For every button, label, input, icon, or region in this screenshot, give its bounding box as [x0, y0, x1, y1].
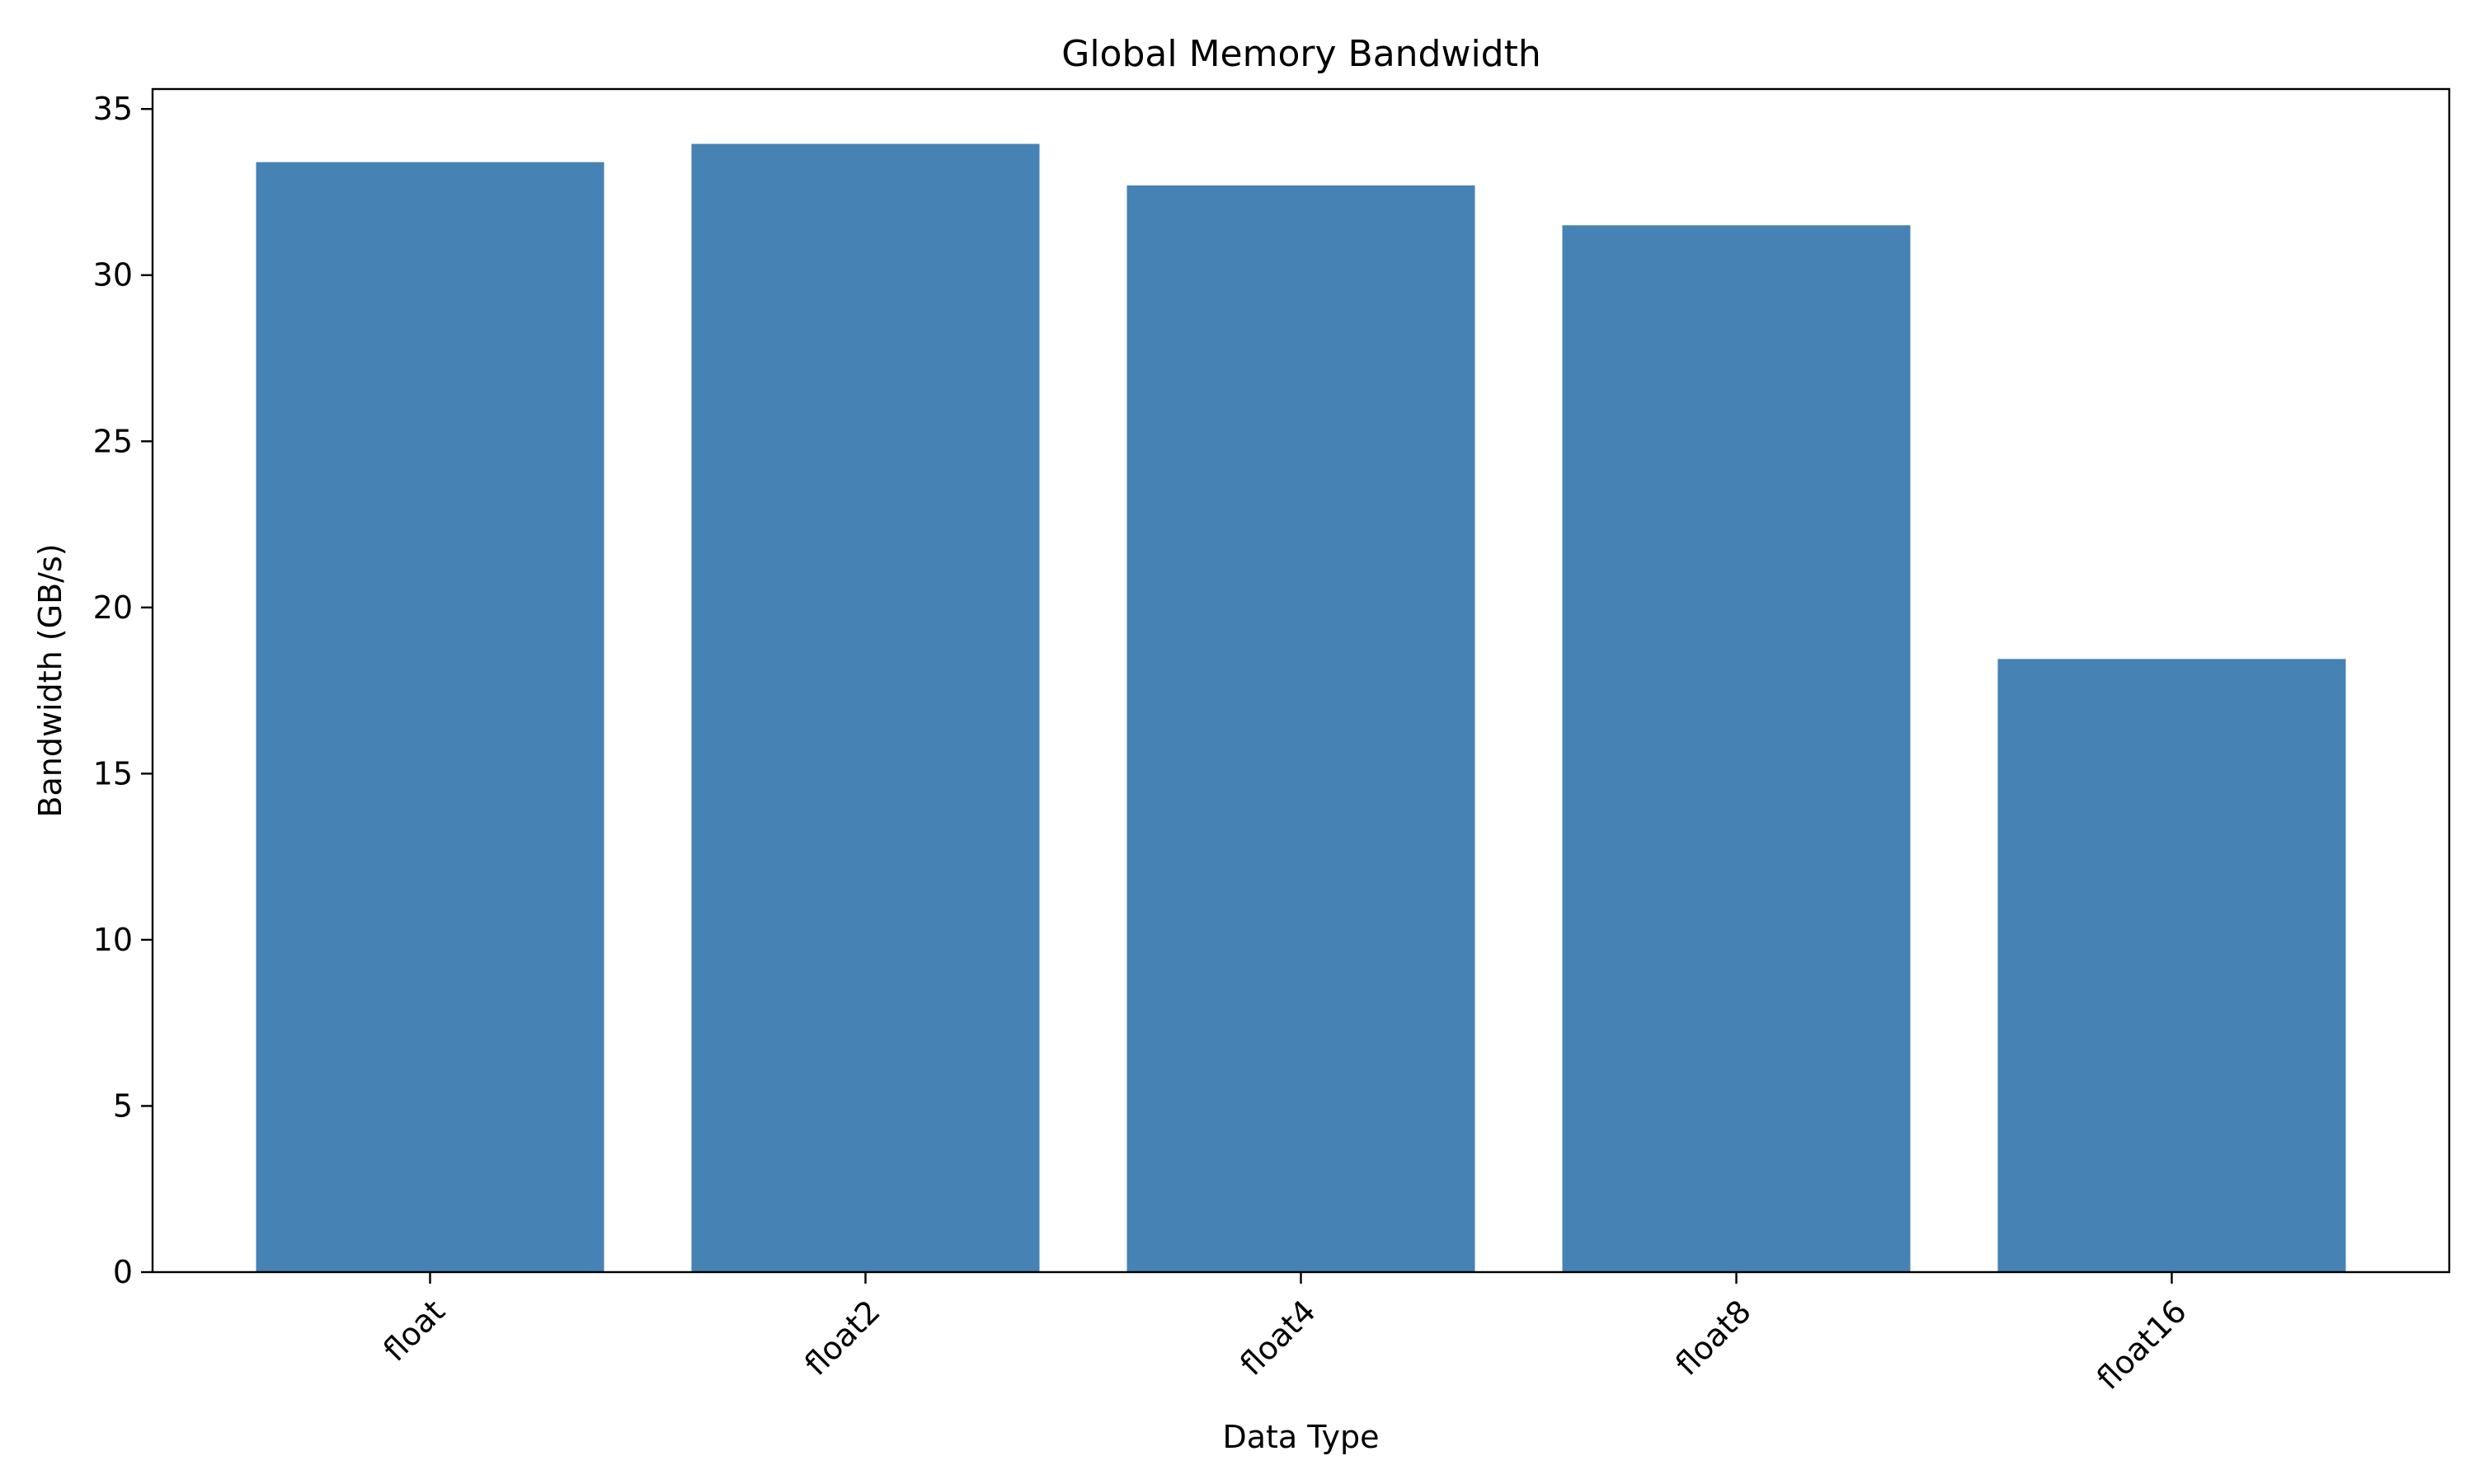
- y-tick-label: 35: [93, 91, 133, 127]
- y-axis: 0 5 10 15 20 25 30 35: [93, 91, 153, 1290]
- y-tick-label: 30: [93, 257, 133, 294]
- chart-title: Global Memory Bandwidth: [1061, 33, 1541, 75]
- bar-float8: [1562, 225, 1911, 1272]
- y-tick-label: 0: [113, 1254, 133, 1290]
- bar-float16: [1997, 659, 2346, 1272]
- y-tick-label: 25: [93, 423, 133, 459]
- y-axis-label: Bandwidth (GB/s): [32, 543, 68, 817]
- y-tick-label: 20: [93, 589, 133, 626]
- bar-float: [256, 162, 604, 1272]
- x-axis-label: Data Type: [1222, 1419, 1379, 1455]
- y-tick-label: 5: [113, 1087, 133, 1124]
- y-tick-label: 15: [93, 755, 133, 791]
- bar-float2: [691, 143, 1040, 1273]
- bars-group: [256, 143, 2346, 1273]
- bar-float4: [1126, 185, 1475, 1272]
- y-tick-label: 10: [93, 922, 133, 958]
- plot-frame: [151, 87, 2451, 1274]
